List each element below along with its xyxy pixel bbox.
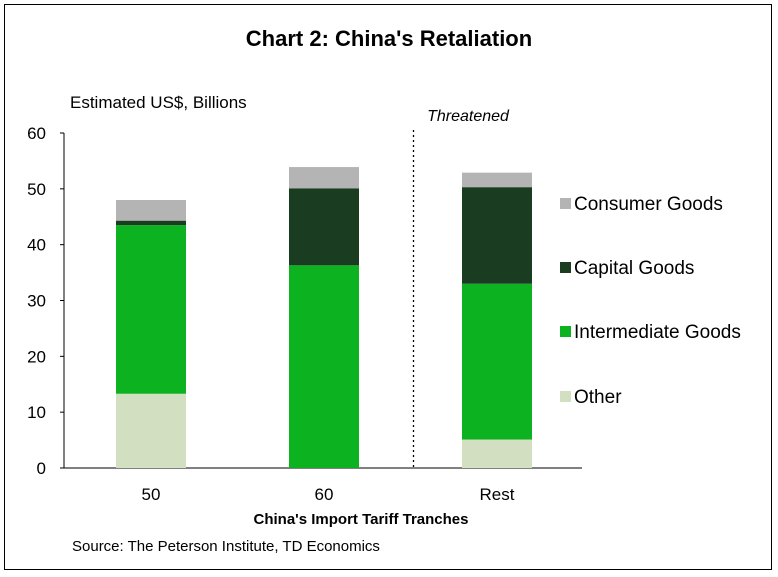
x-tick-label: 60	[315, 485, 334, 504]
threatened-annotation: Threatened	[427, 108, 510, 125]
bar-capital-goods-rest	[462, 187, 532, 284]
legend-swatch-intermediate-goods	[560, 326, 571, 337]
bar-consumer-goods-rest	[462, 172, 532, 188]
bar-consumer-goods-50	[116, 200, 186, 221]
x-tick-label: Rest	[480, 485, 515, 504]
legend-label-capital-goods: Capital Goods	[574, 258, 694, 279]
y-tick-label: 10	[27, 403, 46, 422]
source-note: Source: The Peterson Institute, TD Econo…	[72, 538, 380, 555]
bar-intermediate-goods-50	[116, 225, 186, 394]
legend-label-intermediate-goods: Intermediate Goods	[574, 322, 741, 343]
bar-capital-goods-60	[289, 188, 359, 266]
y-tick-label: 20	[27, 347, 46, 366]
bar-other-rest	[462, 439, 532, 468]
chart-title: Chart 2: China's Retaliation	[245, 26, 533, 51]
legend-label-consumer-goods: Consumer Goods	[574, 194, 723, 215]
legend-swatch-capital-goods	[560, 262, 571, 273]
legend-swatch-other	[560, 391, 571, 402]
y-tick-label: 50	[27, 180, 46, 199]
legend-swatch-consumer-goods	[560, 198, 571, 209]
x-axis-label: China's Import Tariff Tranches	[254, 511, 469, 528]
y-tick-label: 0	[37, 459, 46, 478]
y-tick-label: 60	[27, 124, 46, 143]
y-tick-label: 40	[27, 236, 46, 255]
x-tick-label: 50	[142, 485, 161, 504]
chart-frame	[4, 4, 772, 570]
legend-label-other: Other	[574, 387, 622, 408]
bar-intermediate-goods-60	[289, 265, 359, 468]
y-axis-label: Estimated US$, Billions	[70, 93, 247, 112]
bar-intermediate-goods-rest	[462, 283, 532, 440]
bar-other-50	[116, 393, 186, 468]
y-tick-label: 30	[27, 292, 46, 311]
bar-consumer-goods-60	[289, 167, 359, 189]
bar-capital-goods-50	[116, 220, 186, 226]
